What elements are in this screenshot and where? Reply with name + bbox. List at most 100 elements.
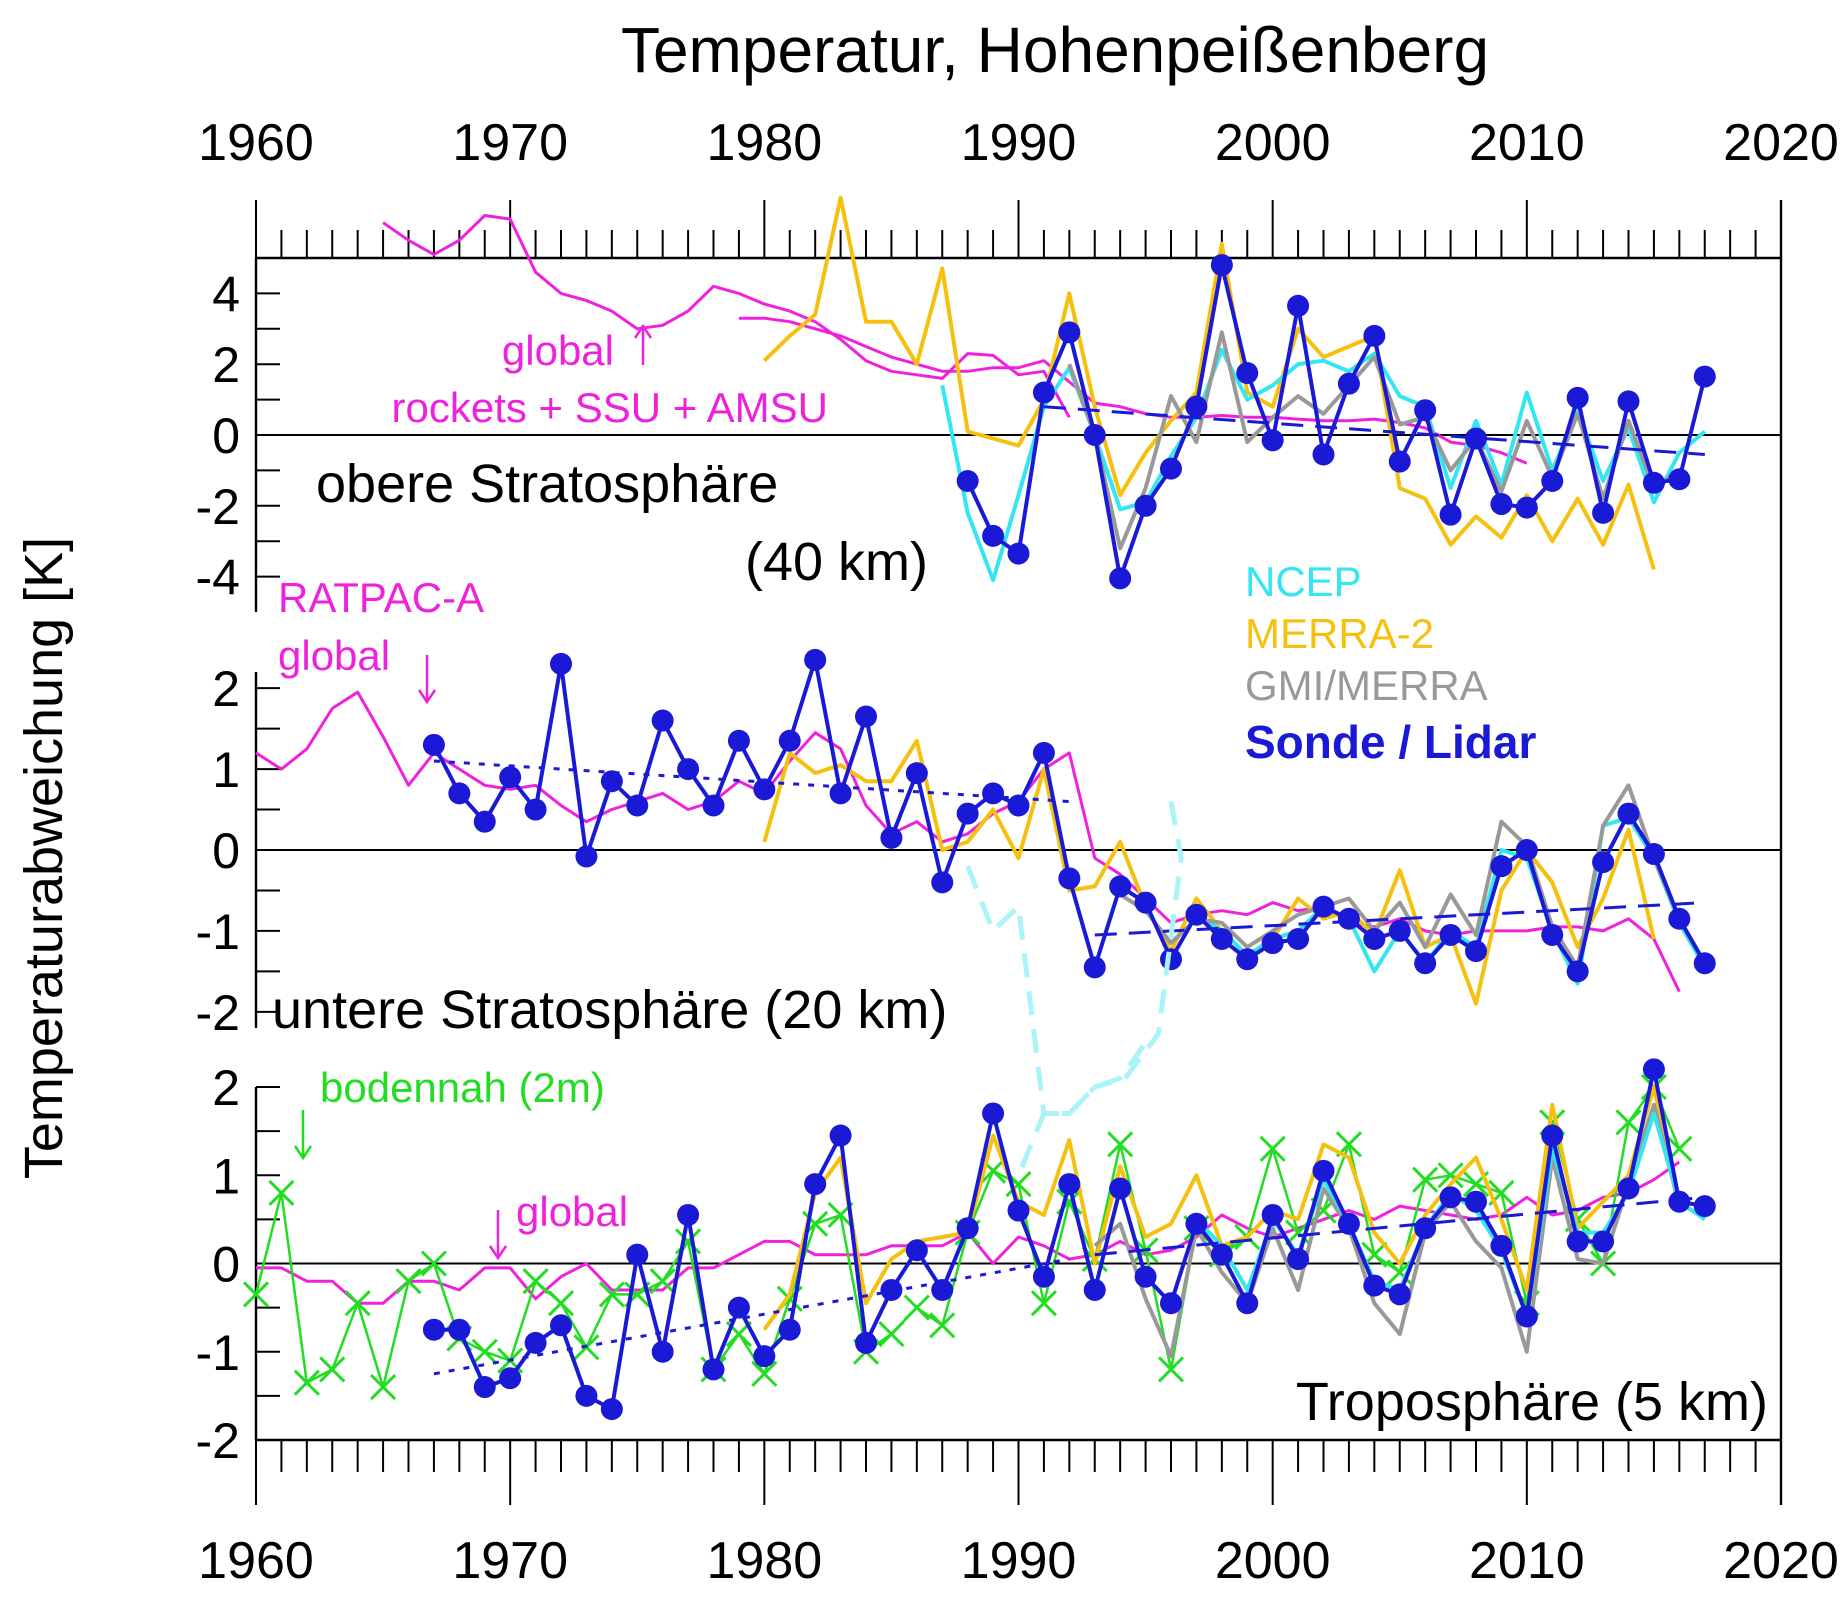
- annotation-upper-rockets: rockets + SSU + AMSU: [392, 384, 829, 431]
- marker-middle-sonde: [651, 709, 674, 732]
- marker-upper-sonde: [1515, 496, 1538, 519]
- marker-middle-sonde: [1490, 855, 1513, 878]
- annotation-middle-global: global: [278, 632, 390, 679]
- marker-lower-sonde: [1515, 1305, 1538, 1328]
- y-tick-label: 2: [212, 337, 240, 393]
- marker-lower-sonde: [550, 1314, 572, 1337]
- cross-lower-boden: [293, 1369, 320, 1396]
- y-axes: -4 -2 0 2 4 -2 -1 0 1 2 -2 -1 0 1 2: [196, 200, 1783, 1505]
- marker-middle-sonde: [1465, 940, 1487, 963]
- panel-middle: [255, 648, 1781, 1006]
- top-x-tick-label: 1970: [452, 114, 568, 172]
- marker-lower-sonde: [905, 1239, 928, 1262]
- arrow-lower-boden-head: [293, 1145, 313, 1161]
- marker-upper-sonde: [1261, 429, 1284, 452]
- marker-upper-sonde: [1388, 450, 1411, 473]
- cross-lower-boden: [1259, 1135, 1286, 1162]
- cross-lower-boden: [598, 1281, 625, 1308]
- marker-upper-sonde: [1236, 362, 1259, 385]
- cross-lower-boden: [319, 1356, 346, 1383]
- bottom-x-tick-label: 1990: [961, 1532, 1077, 1590]
- marker-lower-sonde: [1210, 1243, 1233, 1266]
- panel-label-upper-line2: (40 km): [745, 532, 928, 592]
- ncep-transition-a: [965, 865, 1148, 1116]
- marker-lower-sonde: [1668, 1190, 1691, 1213]
- marker-upper-sonde: [1337, 372, 1360, 395]
- marker-lower-sonde: [677, 1203, 700, 1226]
- marker-lower-sonde: [575, 1384, 598, 1407]
- marker-middle-sonde: [905, 762, 928, 785]
- bottom-x-tick-label: 1960: [198, 1532, 314, 1590]
- chart-panels: [242, 195, 1781, 1421]
- y-tick-label: -1: [196, 904, 240, 960]
- series-middle-merra2: [762, 738, 1656, 1006]
- arrow-middle-global-head: [417, 689, 437, 705]
- marker-lower-sonde: [778, 1318, 801, 1341]
- ncep-transition-b: [1016, 801, 1184, 1177]
- marker-middle-sonde: [931, 871, 954, 894]
- cross-lower-boden: [344, 1290, 371, 1317]
- marker-upper-sonde: [1592, 501, 1615, 524]
- marker-upper-sonde: [1642, 471, 1665, 494]
- marker-middle-sonde: [1617, 802, 1640, 825]
- marker-upper-sonde: [1693, 365, 1716, 388]
- y-axis-label: Temperaturabweichung [K]: [14, 537, 74, 1179]
- cross-lower-boden: [649, 1268, 676, 1295]
- marker-middle-sonde: [1592, 851, 1615, 874]
- arrow-upper-global: [633, 323, 653, 365]
- marker-upper-sonde: [1617, 390, 1640, 413]
- marker-lower-sonde: [1032, 1265, 1055, 1288]
- marker-middle-sonde: [1642, 843, 1665, 866]
- marker-upper-sonde: [1083, 424, 1106, 446]
- marker-upper-sonde: [1134, 494, 1157, 517]
- marker-upper-sonde: [1439, 503, 1462, 526]
- bottom-x-tick-label: 1970: [452, 1532, 568, 1590]
- cross-lower-boden: [242, 1281, 270, 1308]
- y-tick-label: 1: [212, 1148, 240, 1204]
- top-x-axis: 1960 1970 1980 1990 2000 2010 2020: [198, 114, 1839, 260]
- marker-lower-sonde: [1007, 1199, 1030, 1222]
- marker-upper-sonde: [1668, 468, 1691, 491]
- series-middle-gmi: [1119, 783, 1707, 970]
- marker-middle-sonde: [804, 648, 827, 671]
- marker-middle-sonde: [1439, 923, 1462, 946]
- marker-lower-sonde: [702, 1358, 725, 1381]
- marker-upper-sonde: [956, 470, 979, 493]
- marker-middle-sonde: [702, 794, 725, 817]
- y-tick-label: 2: [212, 661, 240, 717]
- y-tick-label: -1: [196, 1325, 240, 1381]
- marker-lower-sonde: [422, 1318, 445, 1341]
- marker-middle-sonde: [1109, 875, 1132, 898]
- marker-middle-sonde: [778, 729, 801, 752]
- y-tick-label: 0: [212, 408, 240, 464]
- series-upper-sonde_trend: [1043, 405, 1705, 456]
- marker-lower-sonde: [1058, 1173, 1081, 1196]
- series-lower-trend2: [1094, 1195, 1705, 1257]
- marker-middle-sonde: [1236, 948, 1259, 971]
- marker-lower-sonde: [956, 1217, 979, 1240]
- cross-lower-boden: [1615, 1109, 1642, 1136]
- cross-lower-boden: [547, 1290, 575, 1317]
- marker-middle-sonde: [727, 729, 750, 752]
- marker-lower-sonde: [1261, 1203, 1284, 1226]
- chart-legend: NCEP MERRA-2 GMI/MERRA Sonde / Lidar: [1245, 558, 1536, 768]
- marker-middle-sonde: [1160, 948, 1182, 971]
- cross-lower-boden: [471, 1338, 498, 1365]
- chart-title: Temperatur, Hohenpeißenberg: [621, 14, 1489, 86]
- legend-entry-0: NCEP: [1245, 558, 1362, 605]
- panel-lower: [242, 1058, 1781, 1421]
- cross-lower-boden: [1030, 1290, 1057, 1317]
- marker-middle-sonde: [1058, 867, 1081, 890]
- marker-middle-sonde: [626, 794, 649, 817]
- series-upper-global1: [382, 214, 1071, 419]
- arrow-upper-global-head: [633, 323, 653, 339]
- series-upper-global2: [738, 316, 1528, 465]
- marker-lower-sonde: [1160, 1292, 1182, 1315]
- series-upper-gmi: [1067, 330, 1681, 551]
- arrow-lower-boden: [293, 1110, 313, 1161]
- marker-lower-sonde: [1490, 1234, 1513, 1257]
- top-x-tick-label: 2020: [1723, 114, 1839, 172]
- marker-lower-sonde: [829, 1124, 852, 1147]
- marker-lower-sonde: [1312, 1159, 1335, 1182]
